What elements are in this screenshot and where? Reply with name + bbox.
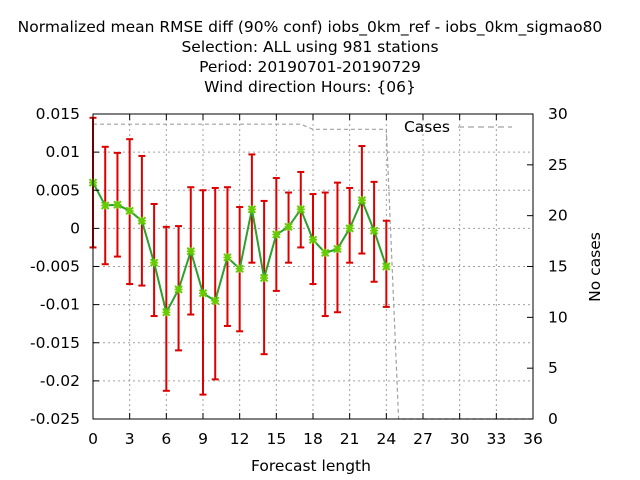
axis-ticks <box>92 113 534 420</box>
data-point <box>186 247 195 256</box>
y2-tick-labels: 30 25 20 15 10 5 0 <box>548 105 568 428</box>
data-point <box>369 226 379 235</box>
y-tick-label: -0.015 <box>30 334 80 352</box>
data-point <box>125 206 134 216</box>
y2-tick-label: 15 <box>548 258 568 276</box>
x-tick-label: 24 <box>376 430 396 448</box>
y2-axis-label: No cases <box>586 232 604 302</box>
data-point <box>259 273 269 283</box>
data-point <box>149 258 159 267</box>
title-line-1: Normalized mean RMSE diff (90% conf) iob… <box>18 18 603 37</box>
title-line-3: Period: 20190701-20190729 <box>199 58 421 76</box>
main-series-markers <box>88 178 391 317</box>
x-tick-label: 3 <box>125 430 135 448</box>
x-tick-label: 6 <box>161 430 171 448</box>
x-tick-label: 9 <box>198 430 208 448</box>
x-tick-label: 33 <box>486 430 506 448</box>
title-line-2: Selection: ALL using 981 stations <box>181 38 438 56</box>
x-tick-label: 15 <box>266 430 286 448</box>
y-tick-labels: 0.015 0.01 0.005 0 -0.005 -0.01 -0.015 -0.02 -0.… <box>30 105 80 428</box>
data-point <box>382 262 391 271</box>
x-tick-label: 0 <box>88 430 98 448</box>
y-tick-label: 0 <box>70 219 80 237</box>
data-point <box>296 205 305 214</box>
legend: Cases <box>404 118 512 136</box>
data-point <box>162 308 171 317</box>
x-tick-label: 21 <box>340 430 360 448</box>
y2-tick-label: 0 <box>548 410 558 428</box>
data-point <box>284 222 293 232</box>
x-tick-label: 30 <box>450 430 470 448</box>
y-tick-label: 0.015 <box>36 105 80 123</box>
y-tick-label: 0.005 <box>36 181 80 199</box>
y-tick-label: 0.01 <box>45 143 80 161</box>
data-point <box>174 285 183 294</box>
data-point <box>223 253 232 262</box>
data-point <box>101 201 110 210</box>
x-tick-label: 27 <box>413 430 433 448</box>
data-point <box>198 288 208 298</box>
y2-tick-label: 10 <box>548 308 568 326</box>
chart-title: Normalized mean RMSE diff (90% conf) iob… <box>18 18 603 96</box>
x-tick-labels: 0 3 6 9 12 15 18 21 24 27 30 33 36 <box>88 430 543 448</box>
data-point <box>333 244 342 254</box>
y-tick-label: -0.01 <box>40 296 80 314</box>
title-line-4: Wind direction Hours: {06} <box>204 78 416 96</box>
x-tick-label: 36 <box>523 430 543 448</box>
x-tick-label: 18 <box>303 430 323 448</box>
data-point <box>235 264 244 273</box>
data-point <box>308 235 318 245</box>
y2-tick-label: 30 <box>548 105 568 123</box>
data-point <box>211 296 220 306</box>
x-axis-label: Forecast length <box>251 457 371 475</box>
y-tick-label: -0.02 <box>40 372 80 390</box>
y2-tick-label: 5 <box>548 359 558 377</box>
data-point <box>247 205 257 214</box>
data-point <box>137 216 147 225</box>
data-point <box>272 230 281 239</box>
y-tick-label: -0.025 <box>30 410 80 428</box>
legend-label-cases: Cases <box>404 118 450 136</box>
y-tick-label: -0.005 <box>30 258 80 276</box>
y2-tick-label: 25 <box>548 156 568 174</box>
data-point <box>357 195 367 205</box>
y2-tick-label: 20 <box>548 207 568 225</box>
data-point <box>345 224 354 233</box>
data-point <box>113 200 122 209</box>
data-point <box>321 248 330 257</box>
x-tick-label: 12 <box>230 430 250 448</box>
